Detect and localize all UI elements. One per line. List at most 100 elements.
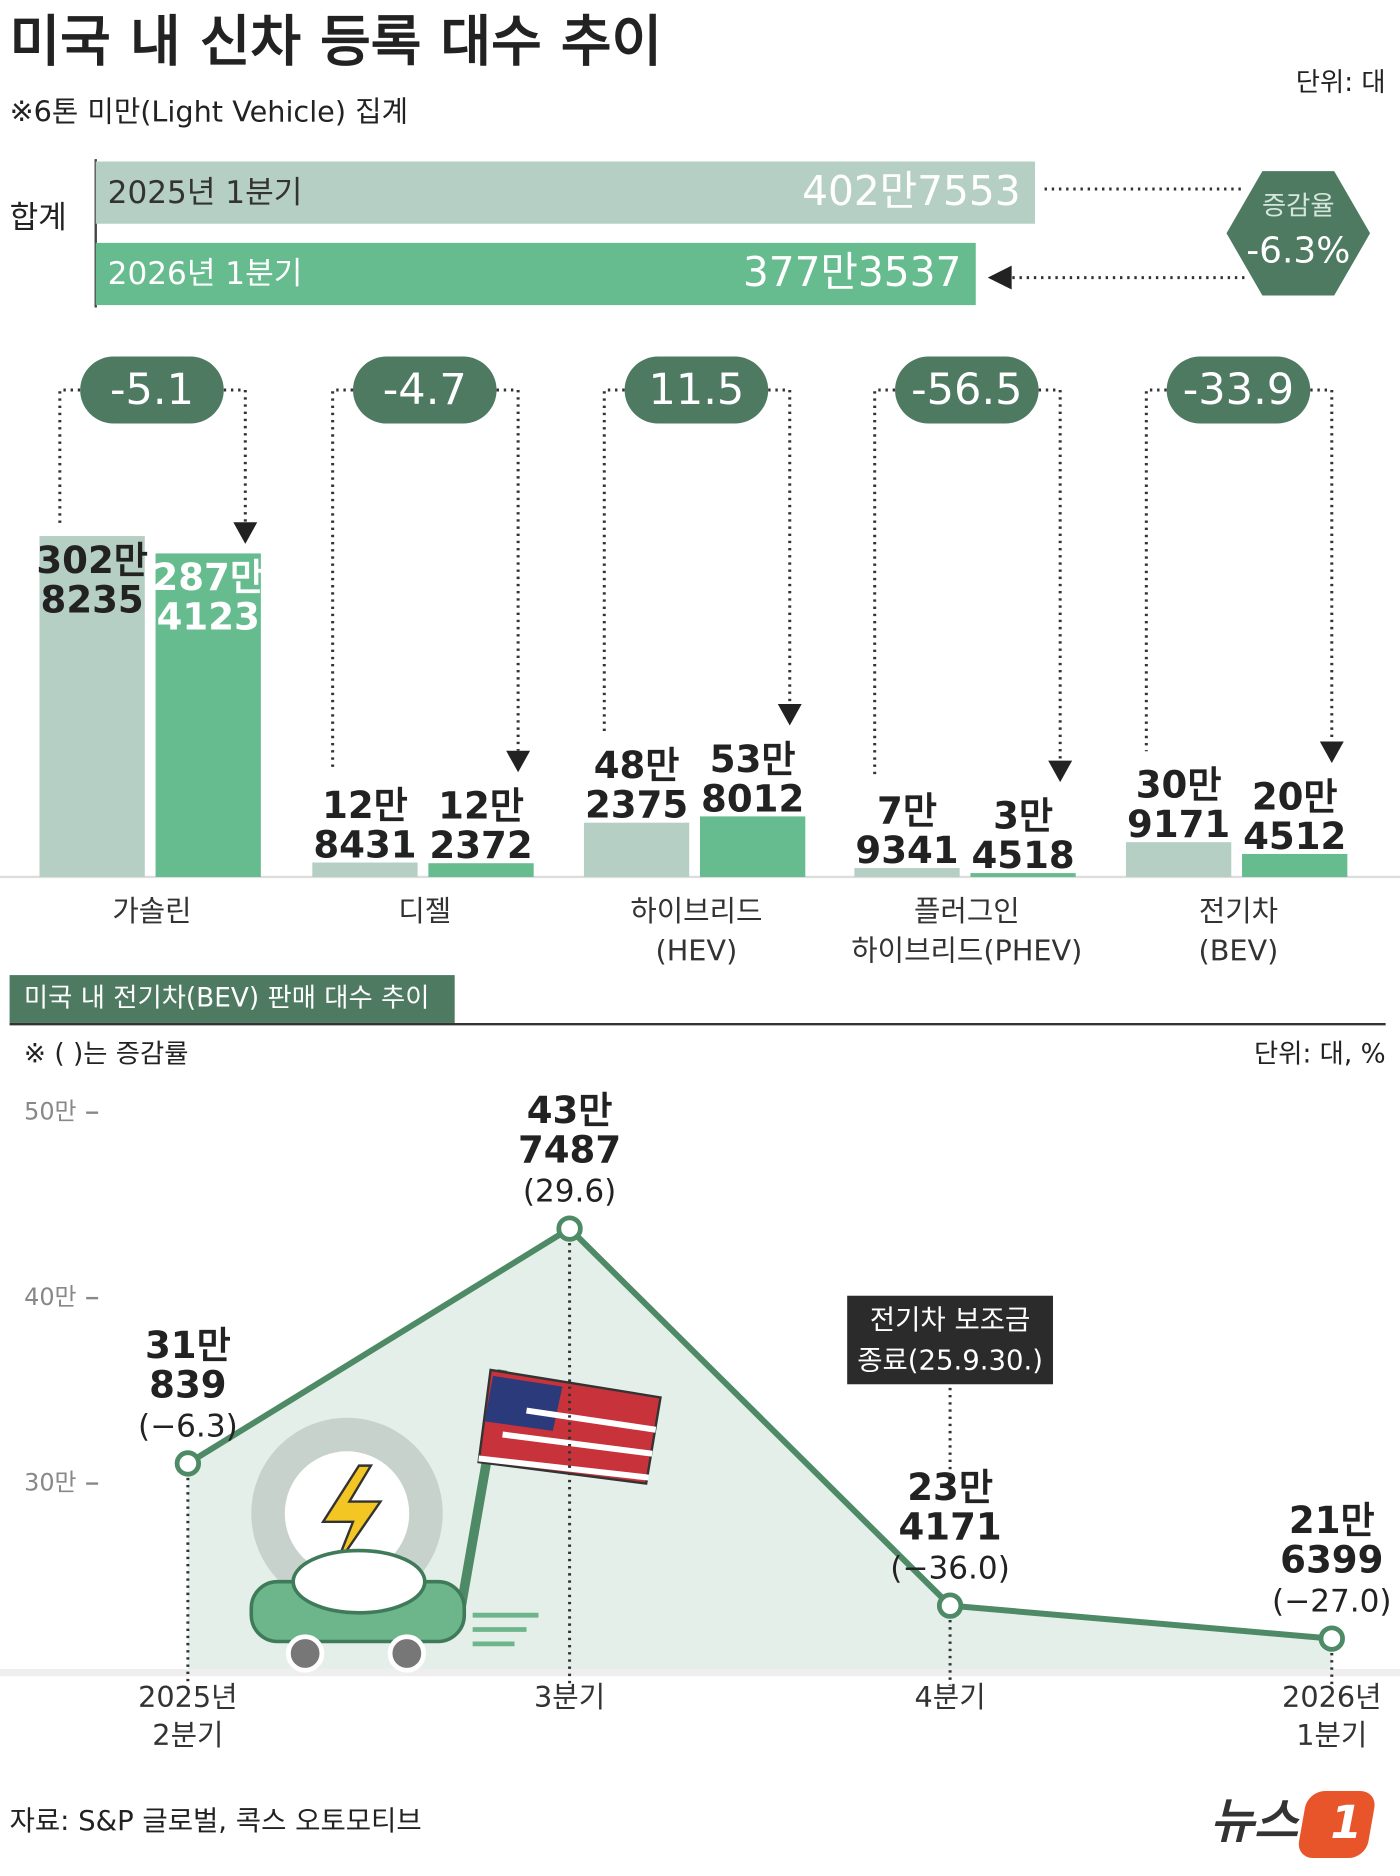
value-label: 8012 (701, 777, 804, 820)
value-label: 4512 (1243, 815, 1346, 858)
value-label: 2375 (585, 784, 688, 827)
change-value: -4.7 (383, 365, 467, 415)
x-tick-label: 2026년 (1282, 1680, 1381, 1714)
connector (768, 388, 792, 704)
connector (496, 388, 520, 751)
logo-number: 1 (1330, 1796, 1362, 1849)
connector (58, 388, 81, 527)
total-label: 합계 (10, 200, 67, 236)
x-tick-label: 가솔린 (112, 894, 191, 928)
x-tick-label: (BEV) (1199, 933, 1279, 967)
unit: 단위: 대 (1296, 68, 1386, 98)
change-label: (−36.0) (890, 1551, 1010, 1587)
arrow-head (233, 522, 258, 544)
bar (95, 161, 1036, 224)
value-label: 30만 (1136, 764, 1222, 807)
annotation: 종료(25.9.30.) (857, 1345, 1043, 1377)
bar (428, 863, 534, 877)
change-pill (895, 356, 1039, 424)
section-title: 미국 내 전기차(BEV) 판매 대수 추이 (24, 984, 430, 1014)
bar-label: 2026년 1분기 (108, 256, 303, 292)
change-pill (80, 356, 224, 424)
subtitle: ※6톤 미만(Light Vehicle) 집계 (10, 95, 408, 129)
arrow-head (1048, 760, 1073, 783)
arrow-head (1319, 741, 1344, 764)
illustration (526, 1407, 657, 1433)
value-label: 12만 (438, 785, 524, 828)
value-label: 9341 (855, 829, 958, 872)
x-tick-label: 디젤 (398, 894, 451, 928)
illustration (320, 1464, 383, 1569)
logo-text: 뉴스 (1210, 1795, 1300, 1850)
illustration (285, 1634, 325, 1673)
value-label: 4171 (898, 1506, 1001, 1549)
illustration (502, 1431, 653, 1457)
connector (602, 388, 625, 732)
x-tick-label: 전기차 (1199, 894, 1278, 928)
baseline (0, 1669, 1400, 1677)
section-header (9, 975, 455, 1023)
x-tick-label: 2분기 (152, 1718, 223, 1752)
bar (700, 816, 806, 877)
value-label: 23만 (907, 1466, 993, 1509)
change-pill (352, 356, 497, 424)
value-label: 43만 (527, 1089, 613, 1132)
value-label: 8431 (313, 823, 416, 866)
value-label: 302만 (36, 539, 148, 582)
x-tick-label: 4분기 (915, 1680, 986, 1714)
point (174, 1450, 202, 1477)
value-label: 9171 (1127, 803, 1230, 846)
bar (95, 242, 976, 306)
value-label: 8235 (41, 578, 144, 621)
arrow-head (777, 703, 802, 726)
bar (1125, 842, 1232, 877)
x-tick-label: 하이브리드 (630, 894, 762, 928)
value-label: 4123 (157, 596, 260, 639)
connector (873, 388, 896, 778)
bar (155, 553, 261, 877)
point (1318, 1625, 1345, 1652)
value-label: 53만 (710, 738, 796, 781)
source: 자료: S&P 글로벌, 콕스 오토모티브 (10, 1805, 422, 1837)
x-tick-label: 2025년 (138, 1680, 237, 1714)
bar (970, 873, 1076, 877)
change-badge (1226, 171, 1371, 296)
change-value: -6.3% (1246, 230, 1350, 271)
y-tick-label: 50만 (24, 1098, 76, 1126)
connector (1310, 388, 1334, 742)
unit: 단위: 대, % (1254, 1040, 1386, 1070)
change-pill (1166, 356, 1311, 424)
change-value: 11.5 (648, 365, 744, 415)
annotation: 전기차 보조금 (870, 1304, 1031, 1336)
value-label: 7만 (877, 790, 937, 833)
y-tick-label: 40만 (24, 1283, 76, 1311)
point (556, 1215, 583, 1242)
arrow-head (987, 265, 1012, 290)
x-tick-label: (HEV) (656, 933, 738, 967)
value-label: 6399 (1280, 1539, 1383, 1582)
illustration (484, 1375, 563, 1431)
value-label: 377만3537 (743, 248, 962, 296)
value-label: 20만 (1252, 775, 1338, 818)
point (936, 1592, 964, 1619)
change-label: (−27.0) (1272, 1584, 1392, 1620)
bar (312, 862, 418, 877)
value-label: 21만 (1289, 1499, 1375, 1542)
change-pill (624, 356, 769, 424)
value-label: 2372 (429, 824, 532, 867)
title: 미국 내 신차 등록 대수 추이 (10, 10, 663, 74)
bar (583, 822, 690, 877)
note: ※ ( )는 증감률 (24, 1040, 189, 1070)
bar-label: 2025년 1분기 (108, 175, 303, 211)
bar (854, 868, 960, 877)
value-label: 3만 (993, 795, 1053, 838)
x-tick-label: 3분기 (534, 1680, 605, 1714)
change-label: (29.6) (523, 1174, 617, 1210)
connector (223, 388, 247, 523)
value-label: 12만 (322, 784, 408, 827)
logo-badge (1298, 1791, 1375, 1859)
change-title: 증감율 (1262, 191, 1335, 221)
annotation-box (847, 1295, 1053, 1385)
